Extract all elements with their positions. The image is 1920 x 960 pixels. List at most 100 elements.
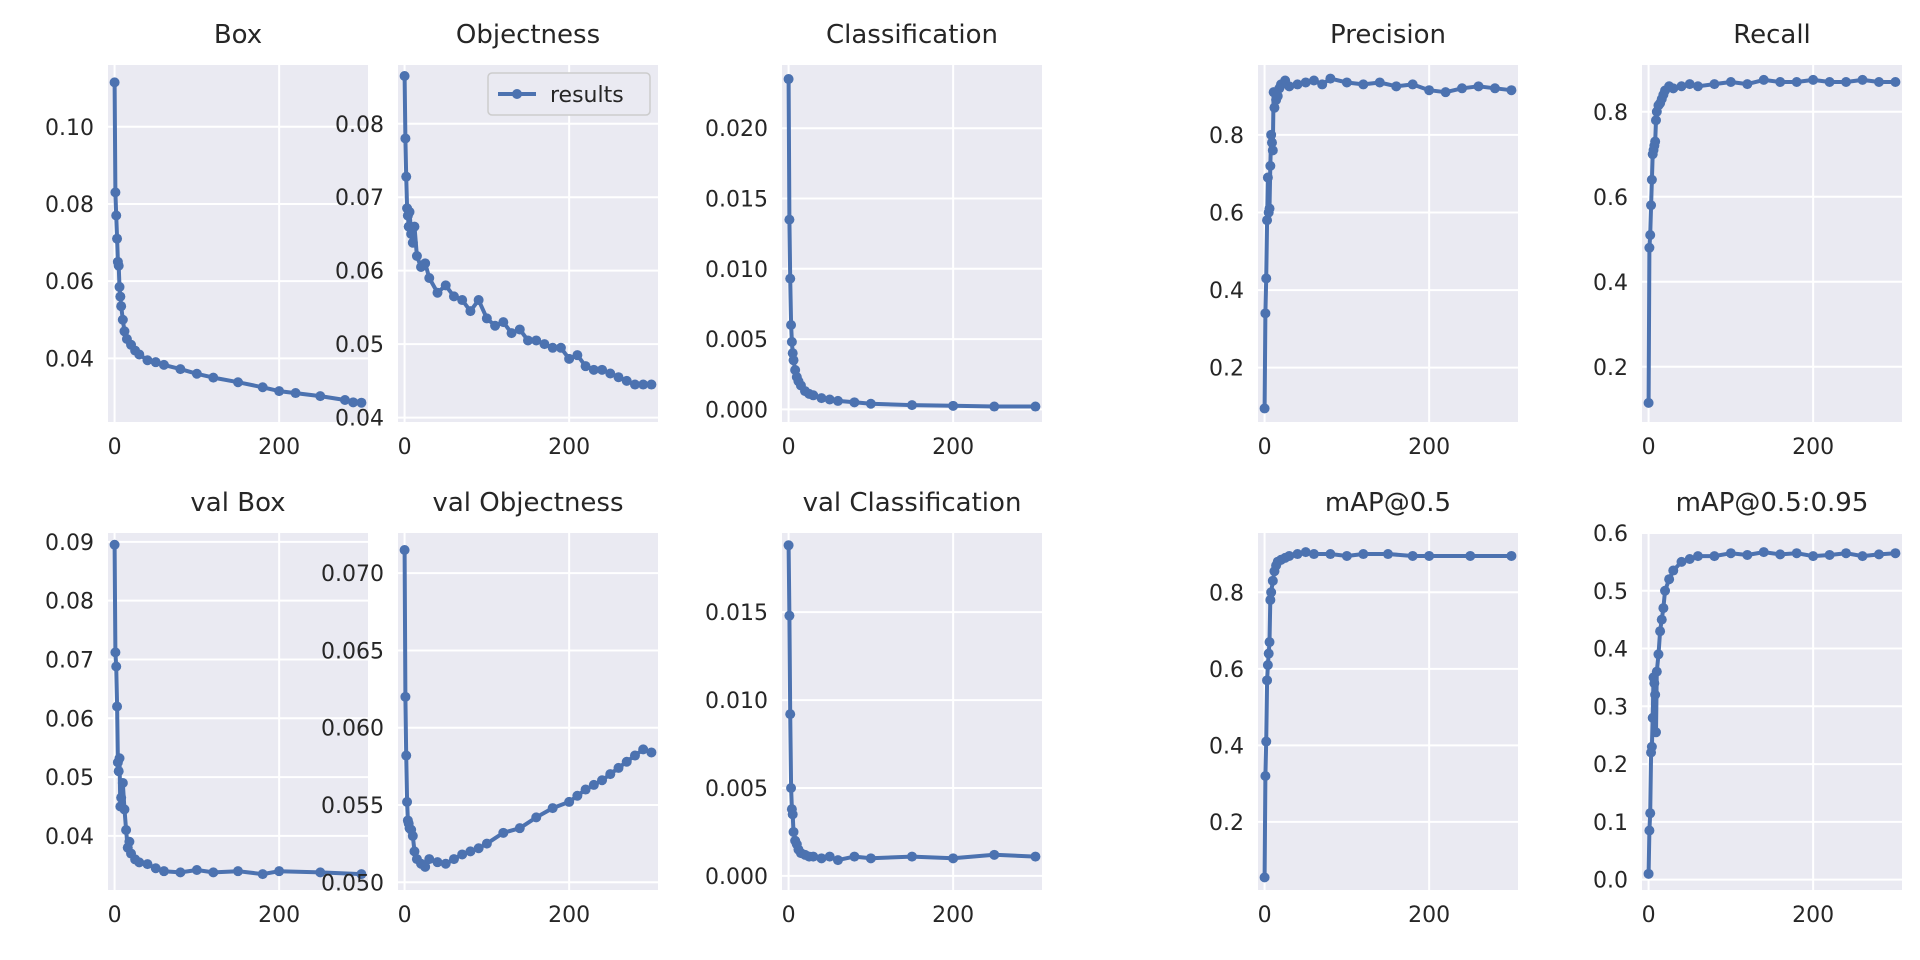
data-point bbox=[555, 342, 566, 353]
y-tick-label: 0.10 bbox=[45, 116, 94, 141]
data-point bbox=[1030, 401, 1041, 412]
data-point bbox=[1266, 587, 1277, 598]
x-tick-label: 200 bbox=[932, 903, 974, 928]
data-point bbox=[356, 869, 367, 880]
data-point bbox=[1775, 549, 1786, 560]
data-point bbox=[572, 350, 583, 361]
data-point bbox=[1341, 77, 1352, 88]
data-point bbox=[1317, 79, 1328, 90]
data-point bbox=[597, 364, 608, 375]
data-point bbox=[1692, 551, 1703, 562]
y-tick-label: 0.6 bbox=[1593, 522, 1628, 547]
y-tick-label: 0.000 bbox=[705, 398, 768, 423]
data-point bbox=[1650, 136, 1661, 147]
data-point bbox=[175, 364, 186, 375]
data-point bbox=[1650, 727, 1661, 738]
x-tick-label: 0 bbox=[1642, 435, 1656, 460]
data-point bbox=[638, 379, 649, 390]
data-point bbox=[424, 854, 435, 865]
data-point bbox=[1383, 549, 1393, 560]
data-point bbox=[1758, 74, 1769, 85]
y-tick-label: 0.06 bbox=[45, 270, 94, 295]
x-tick-label: 0 bbox=[1642, 903, 1656, 928]
data-point bbox=[1655, 626, 1666, 637]
x-tick-label: 200 bbox=[1408, 903, 1450, 928]
y-tick-label: 0.05 bbox=[335, 333, 384, 358]
legend: results bbox=[487, 72, 651, 116]
data-point bbox=[1890, 77, 1901, 87]
data-point bbox=[989, 849, 1000, 860]
data-point bbox=[150, 357, 161, 368]
y-tick-label: 0.015 bbox=[705, 601, 768, 626]
data-point bbox=[114, 281, 125, 292]
data-point bbox=[1264, 203, 1275, 214]
y-tick-label: 0.055 bbox=[321, 794, 384, 819]
y-tick-label: 0.2 bbox=[1593, 753, 1628, 778]
data-point bbox=[158, 866, 169, 877]
y-tick-label: 0.2 bbox=[1209, 811, 1244, 836]
data-point bbox=[457, 849, 468, 860]
y-tick-label: 0.06 bbox=[335, 260, 384, 285]
y-tick-label: 0.8 bbox=[1209, 581, 1244, 606]
data-point bbox=[448, 291, 459, 302]
data-point bbox=[1308, 75, 1319, 86]
data-point bbox=[473, 295, 484, 306]
data-point bbox=[580, 361, 591, 372]
panel-objectness: Objectness 0 200 0.04 0.05 0.06 0.07 0.08 result… bbox=[335, 20, 658, 460]
data-point bbox=[112, 701, 123, 712]
x-tick-label: 200 bbox=[1792, 903, 1834, 928]
y-tick-label: 0.2 bbox=[1593, 356, 1628, 381]
data-point bbox=[1791, 548, 1802, 559]
data-point bbox=[233, 377, 243, 388]
y-tick-label: 0.4 bbox=[1593, 638, 1628, 663]
data-point bbox=[1341, 550, 1352, 561]
data-point bbox=[1300, 547, 1311, 558]
x-tick-label: 0 bbox=[782, 435, 796, 460]
data-point bbox=[1267, 145, 1278, 156]
panel-box: Box 0 200 0.04 0.06 0.08 0.10 bbox=[45, 20, 368, 460]
data-point bbox=[109, 539, 120, 550]
y-tick-label: 0.6 bbox=[1593, 186, 1628, 211]
data-point bbox=[1325, 549, 1336, 560]
data-point bbox=[865, 853, 876, 864]
data-point bbox=[420, 861, 431, 872]
data-point bbox=[1292, 79, 1303, 90]
data-point bbox=[1325, 73, 1336, 84]
data-point bbox=[274, 866, 285, 877]
data-point bbox=[1857, 74, 1868, 85]
panel-title: mAP@0.5 bbox=[1325, 488, 1451, 518]
y-tick-label: 0.08 bbox=[45, 193, 94, 218]
data-point bbox=[1267, 575, 1278, 586]
data-point bbox=[407, 830, 418, 841]
data-point bbox=[420, 258, 431, 269]
data-point bbox=[117, 777, 128, 788]
x-tick-label: 200 bbox=[932, 435, 974, 460]
y-tick-label: 0.07 bbox=[335, 186, 384, 211]
x-tick-label: 0 bbox=[782, 903, 796, 928]
y-tick-label: 0.4 bbox=[1209, 734, 1244, 759]
data-point bbox=[315, 391, 326, 402]
data-point bbox=[356, 397, 367, 408]
data-point bbox=[175, 867, 186, 878]
data-point bbox=[124, 836, 135, 847]
data-point bbox=[1265, 160, 1276, 171]
data-point bbox=[638, 744, 649, 755]
plot-area bbox=[1258, 533, 1518, 890]
y-tick-label: 0.010 bbox=[705, 258, 768, 283]
data-point bbox=[788, 826, 799, 837]
data-point bbox=[580, 784, 591, 795]
data-point bbox=[424, 273, 435, 284]
data-point bbox=[1709, 551, 1720, 562]
data-point bbox=[113, 260, 124, 271]
y-tick-label: 0.04 bbox=[335, 407, 384, 432]
data-point bbox=[1668, 83, 1679, 94]
data-point bbox=[134, 349, 145, 360]
data-point bbox=[1284, 550, 1295, 561]
data-point bbox=[399, 545, 410, 555]
data-point bbox=[142, 859, 153, 870]
data-point bbox=[1676, 81, 1687, 92]
data-point bbox=[539, 339, 550, 350]
x-tick-label: 0 bbox=[398, 435, 412, 460]
data-point bbox=[1506, 550, 1517, 561]
data-point bbox=[564, 353, 575, 364]
